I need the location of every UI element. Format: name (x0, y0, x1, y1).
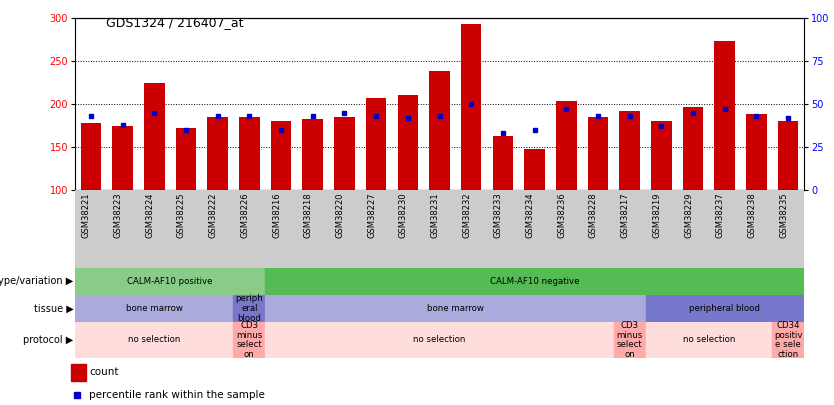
Bar (144, 83, 164, 190)
Text: GSM38223: GSM38223 (113, 192, 123, 238)
Text: GSM38221: GSM38221 (82, 192, 91, 238)
Text: no selection: no selection (414, 335, 465, 345)
Text: GSM38231: GSM38231 (430, 192, 440, 238)
Bar (614, 322, 646, 358)
Bar (525, 149, 545, 190)
Text: no selection: no selection (683, 335, 735, 345)
Bar (113, 126, 133, 190)
Bar (715, 41, 735, 190)
Text: GDS1324 / 216407_at: GDS1324 / 216407_at (106, 16, 244, 29)
Bar (620, 111, 640, 190)
Text: GSM38235: GSM38235 (779, 192, 788, 238)
Text: GSM38232: GSM38232 (462, 192, 471, 238)
Bar (683, 107, 703, 190)
Text: GSM38227: GSM38227 (367, 192, 376, 238)
Text: GSM38236: GSM38236 (557, 192, 566, 238)
Bar (366, 98, 386, 190)
Bar (303, 119, 323, 190)
Bar (265, 322, 614, 358)
Text: CD3
minus
select
on: CD3 minus select on (236, 321, 263, 359)
Bar (588, 117, 608, 190)
Text: no selection: no selection (128, 335, 180, 345)
Bar (71, 364, 86, 381)
Bar (176, 128, 196, 190)
Text: CD34
positiv
e sele
ction: CD34 positiv e sele ction (774, 321, 802, 359)
Text: GSM38238: GSM38238 (747, 192, 756, 238)
Text: tissue ▶: tissue ▶ (33, 303, 73, 313)
Text: GSM38229: GSM38229 (684, 192, 693, 238)
Bar (234, 295, 265, 322)
Bar (646, 295, 804, 322)
Bar (234, 322, 265, 358)
Bar (430, 71, 450, 190)
Text: percentile rank within the sample: percentile rank within the sample (89, 390, 265, 400)
Text: CALM-AF10 positive: CALM-AF10 positive (128, 277, 213, 286)
Bar (265, 295, 646, 322)
Bar (75, 268, 265, 295)
Bar (461, 24, 481, 190)
Bar (75, 322, 234, 358)
Bar (556, 101, 576, 190)
Text: GSM38234: GSM38234 (525, 192, 535, 238)
Text: GSM38218: GSM38218 (304, 192, 313, 238)
Text: periph
eral
blood: periph eral blood (235, 294, 264, 323)
Text: CD3
minus
select
on: CD3 minus select on (616, 321, 643, 359)
Bar (778, 121, 798, 190)
Bar (651, 121, 671, 190)
Text: GSM38217: GSM38217 (620, 192, 630, 238)
Text: bone marrow: bone marrow (126, 304, 183, 313)
Text: CALM-AF10 negative: CALM-AF10 negative (490, 277, 580, 286)
Bar (208, 117, 228, 190)
Text: genotype/variation ▶: genotype/variation ▶ (0, 277, 73, 286)
Text: GSM38219: GSM38219 (652, 192, 661, 238)
Bar (75, 295, 234, 322)
Bar (746, 114, 766, 190)
Bar (646, 322, 772, 358)
Text: GSM38237: GSM38237 (716, 192, 725, 238)
Bar (772, 322, 804, 358)
Bar (271, 121, 291, 190)
Text: GSM38225: GSM38225 (177, 192, 186, 238)
Bar (239, 117, 259, 190)
Bar (265, 268, 804, 295)
Text: bone marrow: bone marrow (427, 304, 484, 313)
Text: peripheral blood: peripheral blood (690, 304, 761, 313)
Text: GSM38226: GSM38226 (240, 192, 249, 238)
Bar (334, 117, 354, 190)
Text: GSM38228: GSM38228 (589, 192, 598, 238)
Bar (81, 123, 101, 190)
Bar (493, 136, 513, 190)
Text: GSM38220: GSM38220 (335, 192, 344, 238)
Bar (398, 96, 418, 190)
Text: GSM38230: GSM38230 (399, 192, 408, 238)
Text: protocol ▶: protocol ▶ (23, 335, 73, 345)
Text: count: count (89, 367, 118, 377)
Text: GSM38222: GSM38222 (208, 192, 218, 238)
Text: GSM38233: GSM38233 (494, 192, 503, 238)
Text: GSM38216: GSM38216 (272, 192, 281, 238)
Text: GSM38224: GSM38224 (145, 192, 154, 238)
